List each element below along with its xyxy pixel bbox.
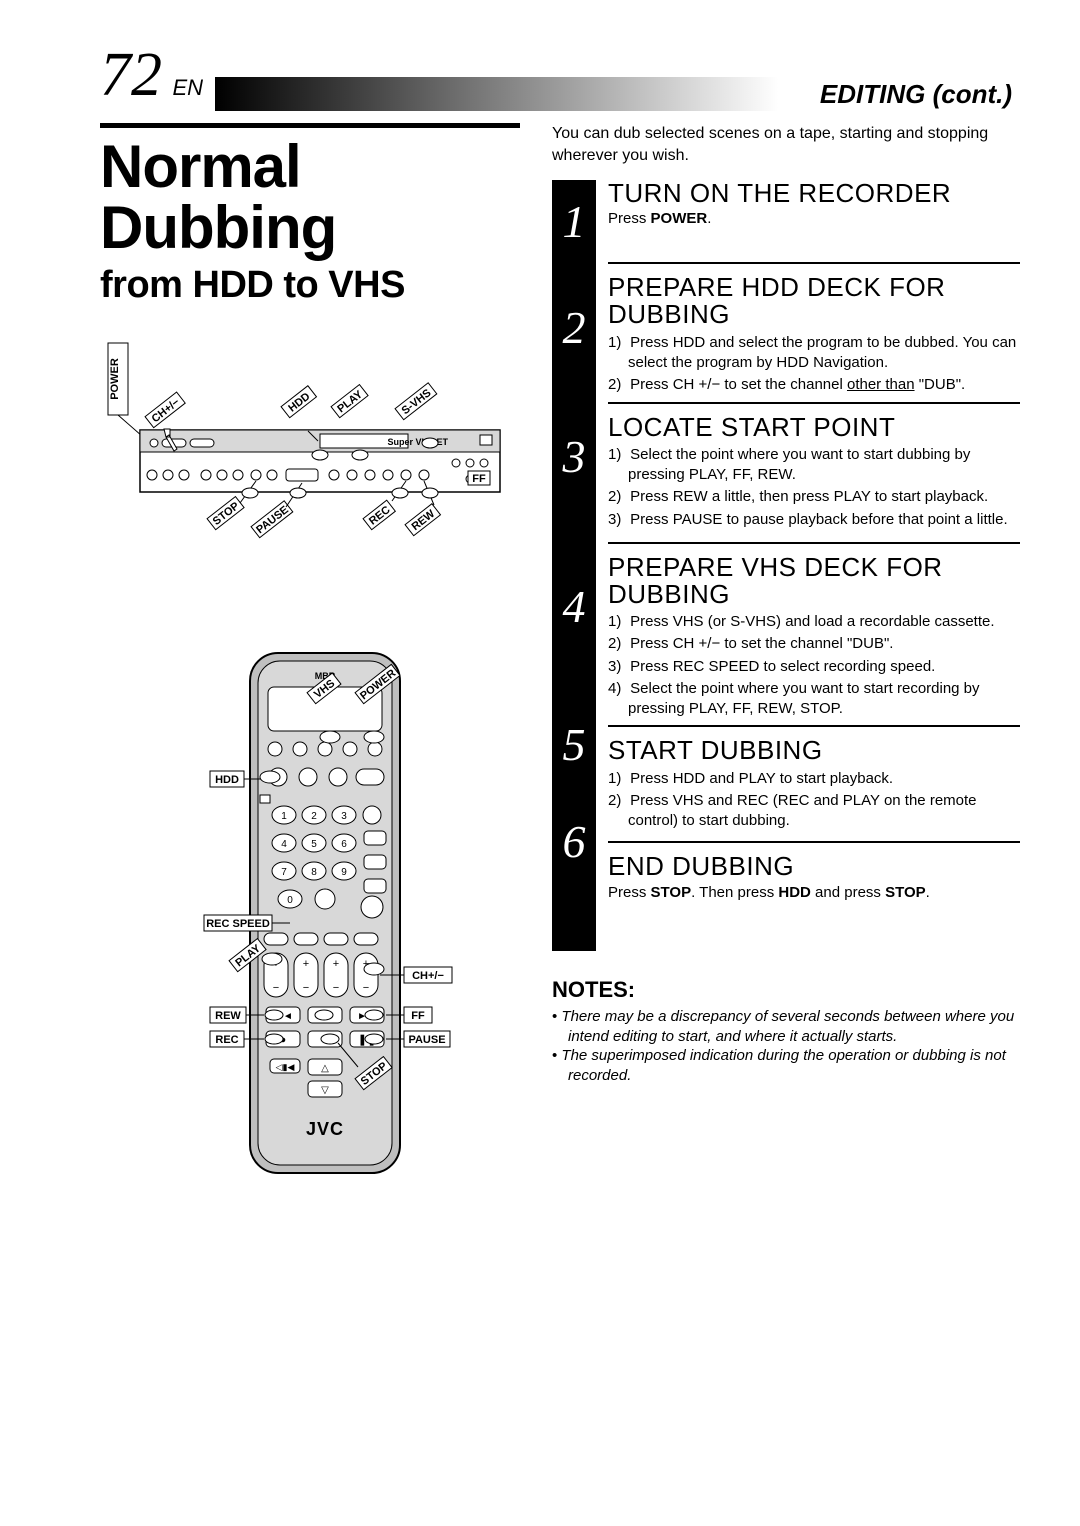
step-list-item: 3) Press REC SPEED to select recording s… xyxy=(608,657,1020,677)
page-lang: EN xyxy=(172,75,203,100)
sub-title: from HDD to VHS xyxy=(100,264,520,307)
step-title: TURN ON THE RECORDER xyxy=(608,180,1020,207)
svg-text:2: 2 xyxy=(311,811,317,822)
step-list: 1) Press HDD and PLAY to start playback.… xyxy=(608,769,1020,832)
step-body-column: TURN ON THE RECORDERPress POWER. PREPARE … xyxy=(596,180,1020,951)
step-text: Press STOP. Then press HDD and press STO… xyxy=(608,883,1020,903)
step: END DUBBING Press STOP. Then press HDD an… xyxy=(608,853,1020,941)
remote-callout-pause: PAUSE xyxy=(408,1034,445,1046)
note-item: There may be a discrepancy of several se… xyxy=(552,1007,1020,1046)
step-list: 1) Press VHS (or S-VHS) and load a recor… xyxy=(608,612,1020,719)
step-list: 1) Press HDD and select the program to b… xyxy=(608,333,1020,396)
remote-illustration: MBR VHS POWER xyxy=(160,645,460,1205)
svg-text:1: 1 xyxy=(281,811,287,822)
svg-text:▽: ▽ xyxy=(321,1085,329,1096)
svg-text:+: + xyxy=(333,958,339,970)
section-header-bar: EDITING (cont.) xyxy=(215,77,1020,111)
step-list-item: 3) Press PAUSE to pause playback before … xyxy=(608,510,1020,530)
step-list-item: 2) Press VHS and REC (REC and PLAY on th… xyxy=(608,791,1020,832)
remote-callout-recspeed: REC SPEED xyxy=(206,918,270,930)
content: Normal Dubbing from HDD to VHS POWER Sup… xyxy=(100,123,1020,1205)
deck-callout-power: POWER xyxy=(109,359,121,401)
svg-text:0: 0 xyxy=(287,895,293,906)
step-title: END DUBBING xyxy=(608,853,1020,880)
svg-text:5: 5 xyxy=(311,839,317,850)
step-title: LOCATE START POINT xyxy=(608,414,1020,441)
step-list-item: 1) Press VHS (or S-VHS) and load a recor… xyxy=(608,612,1020,632)
step: PREPARE VHS DECK FOR DUBBING 1) Press VHS… xyxy=(608,554,1020,728)
svg-text:−: − xyxy=(273,982,279,994)
step-list-item: 2) Press CH +/− to set the channel other… xyxy=(608,375,1020,395)
step-number: 6 xyxy=(552,798,596,886)
step-number-column: 123456 xyxy=(552,180,596,951)
svg-text:◁▮◀: ◁▮◀ xyxy=(276,1062,295,1072)
page-header: 72 EN EDITING (cont.) xyxy=(100,40,1020,111)
step: LOCATE START POINT 1) Select the point wh… xyxy=(608,414,1020,544)
left-column: Normal Dubbing from HDD to VHS POWER Sup… xyxy=(100,123,520,1205)
remote-callout-rew: REW xyxy=(215,1010,241,1022)
step-list-item: 1) Press HDD and select the program to b… xyxy=(608,333,1020,374)
svg-text:3: 3 xyxy=(341,811,347,822)
svg-text:−: − xyxy=(333,982,339,994)
svg-text:−: − xyxy=(363,982,369,994)
remote-callout-rec: REC xyxy=(215,1034,238,1046)
page-number: 72 xyxy=(100,41,162,109)
notes-header: NOTES: xyxy=(552,977,1020,1003)
remote-callout-hdd: HDD xyxy=(215,774,239,786)
steps: 123456 TURN ON THE RECORDERPress POWER.P… xyxy=(552,180,1020,951)
notes-list: There may be a discrepancy of several se… xyxy=(552,1007,1020,1085)
svg-text:4: 4 xyxy=(281,839,287,850)
svg-text:△: △ xyxy=(321,1063,329,1074)
step-title: START DUBBING xyxy=(608,737,1020,764)
step-text: Press POWER. xyxy=(608,209,1020,229)
svg-text:9: 9 xyxy=(341,867,347,878)
step: PREPARE HDD DECK FOR DUBBING1) Press HDD… xyxy=(608,274,1020,403)
section-title: EDITING (cont.) xyxy=(820,79,1012,110)
step-number: 3 xyxy=(552,392,596,522)
svg-text:6: 6 xyxy=(341,839,347,850)
step-list-item: 2) Press REW a little, then press PLAY t… xyxy=(608,487,1020,507)
intro-text: You can dub selected scenes on a tape, s… xyxy=(552,123,1020,166)
deck-callout-ff: FF xyxy=(472,473,486,485)
remote-callout-ff: FF xyxy=(411,1010,425,1022)
svg-text:7: 7 xyxy=(281,867,287,878)
step-list-item: 1) Press HDD and PLAY to start playback. xyxy=(608,769,1020,789)
remote-callout-ch: CH+/− xyxy=(412,970,444,982)
remote-brand-bottom: JVC xyxy=(306,1119,344,1139)
step-number: 1 xyxy=(552,180,596,264)
step-title: PREPARE VHS DECK FOR DUBBING xyxy=(608,554,1020,609)
note-item: The superimposed indication during the o… xyxy=(552,1046,1020,1085)
step-list-item: 4) Select the point where you want to st… xyxy=(608,679,1020,720)
title-block: Normal Dubbing from HDD to VHS xyxy=(100,123,520,307)
page: 72 EN EDITING (cont.) Normal Dubbing fro… xyxy=(0,0,1080,1245)
step-number: 5 xyxy=(552,692,596,798)
svg-text:8: 8 xyxy=(311,867,317,878)
step-list-item: 2) Press CH +/− to set the channel "DUB"… xyxy=(608,634,1020,654)
step: TURN ON THE RECORDERPress POWER. xyxy=(608,180,1020,264)
svg-text:−: − xyxy=(303,982,309,994)
right-column: You can dub selected scenes on a tape, s… xyxy=(552,123,1020,1205)
step-list-item: 1) Select the point where you want to st… xyxy=(608,445,1020,486)
main-title: Normal Dubbing xyxy=(100,136,520,258)
step-title: PREPARE HDD DECK FOR DUBBING xyxy=(608,274,1020,329)
page-number-block: 72 EN xyxy=(100,40,203,111)
step-number: 4 xyxy=(552,522,596,692)
deck-illustration: POWER Super VHS ET xyxy=(100,335,520,555)
svg-text:+: + xyxy=(303,958,309,970)
step: START DUBBING 1) Press HDD and PLAY to st… xyxy=(608,737,1020,843)
deck-panel-label: Super VHS ET xyxy=(387,437,448,447)
step-number: 2 xyxy=(552,264,596,392)
step-list: 1) Select the point where you want to st… xyxy=(608,445,1020,530)
